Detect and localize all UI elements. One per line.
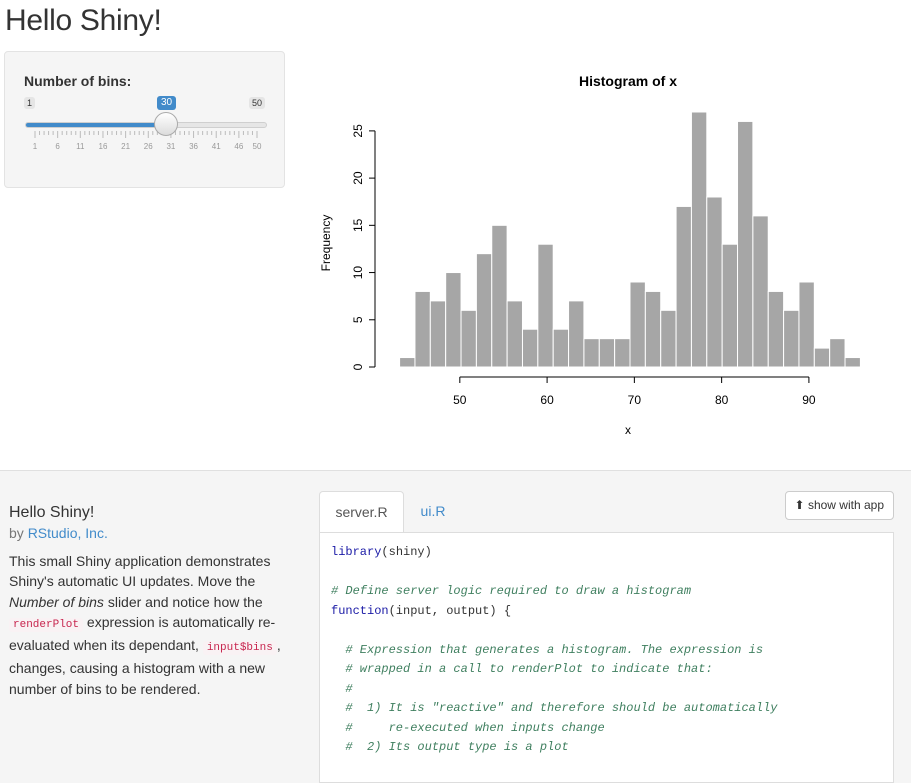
histogram-bar bbox=[429, 300, 447, 368]
y-tick-label: 0 bbox=[351, 363, 365, 370]
histogram-bar bbox=[675, 205, 692, 368]
slider-track[interactable] bbox=[25, 122, 267, 128]
desc-emphasis: Number of bins bbox=[9, 593, 104, 610]
y-tick-label: 10 bbox=[351, 266, 365, 280]
slider-tick-label: 26 bbox=[144, 142, 153, 151]
histogram-bar bbox=[706, 196, 723, 368]
code-comment: # 1) It is "reactive" and therefore shou… bbox=[331, 701, 778, 715]
histogram-bar bbox=[844, 357, 861, 368]
code-comment: # wrapped in a call to renderPlot to ind… bbox=[331, 662, 713, 676]
sidebar-panel: Number of bins: 1 30 50 1 6 11 16 21 26 31 36 41… bbox=[4, 51, 285, 188]
slider-handle[interactable] bbox=[154, 112, 178, 136]
show-with-app-button[interactable]: ⬆ show with app bbox=[784, 491, 894, 520]
histogram-bar bbox=[644, 290, 662, 368]
page-title: Hello Shiny! bbox=[5, 4, 162, 37]
tab-ui-r[interactable]: ui.R bbox=[420, 503, 446, 519]
histogram-bar bbox=[660, 309, 677, 368]
x-tick-label: 70 bbox=[628, 393, 642, 407]
show-with-app-label: show with app bbox=[807, 498, 884, 512]
code-input-bins: input$bins bbox=[202, 641, 277, 656]
histogram-bar bbox=[614, 338, 631, 368]
desc-part-2: slider and notice how the bbox=[103, 593, 263, 610]
tab-server-r[interactable]: server.R bbox=[319, 491, 404, 533]
slider-min-label: 1 bbox=[24, 97, 36, 109]
histogram-bar bbox=[783, 309, 800, 368]
byline-by: by bbox=[9, 525, 24, 541]
slider-tick-label: 6 bbox=[55, 142, 60, 151]
author-link[interactable]: RStudio, Inc. bbox=[27, 525, 108, 541]
y-axis-label: Frequency bbox=[319, 215, 333, 272]
code-line-1: (shiny) bbox=[381, 545, 432, 559]
code-comment: # Define server logic required to draw a… bbox=[331, 584, 692, 598]
slider-tick-label: 21 bbox=[121, 142, 130, 151]
histogram-bar bbox=[445, 272, 462, 368]
desc-part-1: This small Shiny application demonstrate… bbox=[9, 553, 271, 590]
slider-tick-label: 11 bbox=[76, 142, 85, 151]
slider-tick-label: 46 bbox=[234, 142, 243, 151]
histogram-bar bbox=[752, 215, 769, 368]
histogram-bar bbox=[737, 120, 754, 368]
histogram-bar bbox=[521, 328, 539, 368]
slider-tick-label: 1 bbox=[33, 142, 38, 151]
histogram-bar bbox=[629, 281, 646, 368]
y-tick-label: 5 bbox=[351, 316, 365, 323]
slider-tick-label: 36 bbox=[189, 142, 198, 151]
desc-part-4: , changes, causing a histogram with a ne… bbox=[9, 637, 281, 697]
histogram-bar bbox=[414, 290, 431, 368]
histogram-bar bbox=[583, 338, 600, 368]
code-comment: # re-executed when inputs change bbox=[331, 720, 605, 735]
y-tick-label: 25 bbox=[351, 124, 365, 138]
code-comment: # Expression that generates a histogram.… bbox=[331, 642, 764, 657]
chart-title: Histogram of x bbox=[579, 73, 677, 89]
histogram-bar bbox=[829, 338, 846, 368]
slider-tick-label: 50 bbox=[253, 142, 262, 151]
histogram-bar bbox=[813, 347, 831, 368]
code-keyword-function: function bbox=[331, 603, 389, 618]
histogram-bar bbox=[399, 357, 416, 368]
info-section: Hello Shiny! by RStudio, Inc. This small… bbox=[0, 470, 911, 783]
code-comment: # bbox=[331, 681, 353, 696]
histogram-bar bbox=[690, 111, 708, 368]
x-axis-label: x bbox=[625, 423, 631, 437]
slider-max-label: 50 bbox=[248, 97, 265, 109]
histogram-plot: Histogram of x 50 60 70 80 90 x 0 5 10 15 20 25 Frequ… bbox=[319, 73, 861, 437]
x-tick-label: 90 bbox=[802, 393, 816, 407]
histogram-bar bbox=[721, 243, 739, 368]
y-tick-label: 20 bbox=[351, 171, 365, 185]
code-renderplot: renderPlot bbox=[9, 617, 84, 632]
code-line-4: (input, output) { bbox=[388, 603, 512, 618]
slider-ticks: 1 6 11 16 21 26 31 36 41 46 50 bbox=[33, 131, 262, 151]
slider-tick-label: 41 bbox=[212, 142, 221, 151]
histogram-bar bbox=[460, 309, 477, 368]
histogram-bar bbox=[491, 224, 508, 368]
histogram-bar bbox=[537, 243, 554, 368]
app-description: This small Shiny application demonstrate… bbox=[9, 551, 289, 699]
slider-fill bbox=[26, 123, 169, 127]
code-block: library(shiny) # Define server logic req… bbox=[331, 543, 777, 758]
x-tick-label: 60 bbox=[540, 393, 554, 407]
slider-tick-label: 31 bbox=[166, 142, 175, 151]
code-keyword-library: library bbox=[331, 545, 382, 559]
code-panel: library(shiny) # Define server logic req… bbox=[319, 532, 894, 783]
arrow-up-icon: ⬆ bbox=[794, 498, 805, 512]
app-title: Hello Shiny! bbox=[9, 504, 95, 521]
slider-tick-label: 16 bbox=[99, 142, 108, 151]
histogram-bar bbox=[506, 300, 523, 368]
histogram-bar bbox=[598, 338, 616, 368]
desc-part-3: expression is automatically re-evaluated… bbox=[9, 613, 276, 654]
bins-label: Number of bins: bbox=[24, 73, 132, 89]
slider-value-label: 30 bbox=[157, 96, 177, 110]
histogram-bar bbox=[552, 328, 570, 368]
x-tick-label: 80 bbox=[715, 393, 729, 407]
code-comment: # 2) Its output type is a plot bbox=[331, 740, 569, 754]
y-tick-label: 15 bbox=[351, 218, 365, 232]
histogram-bar bbox=[568, 300, 585, 368]
byline: by RStudio, Inc. bbox=[9, 525, 108, 541]
histogram-bar bbox=[475, 253, 493, 368]
histogram-bar bbox=[798, 281, 815, 368]
histogram-bar bbox=[767, 290, 785, 368]
x-tick-label: 50 bbox=[453, 393, 467, 407]
